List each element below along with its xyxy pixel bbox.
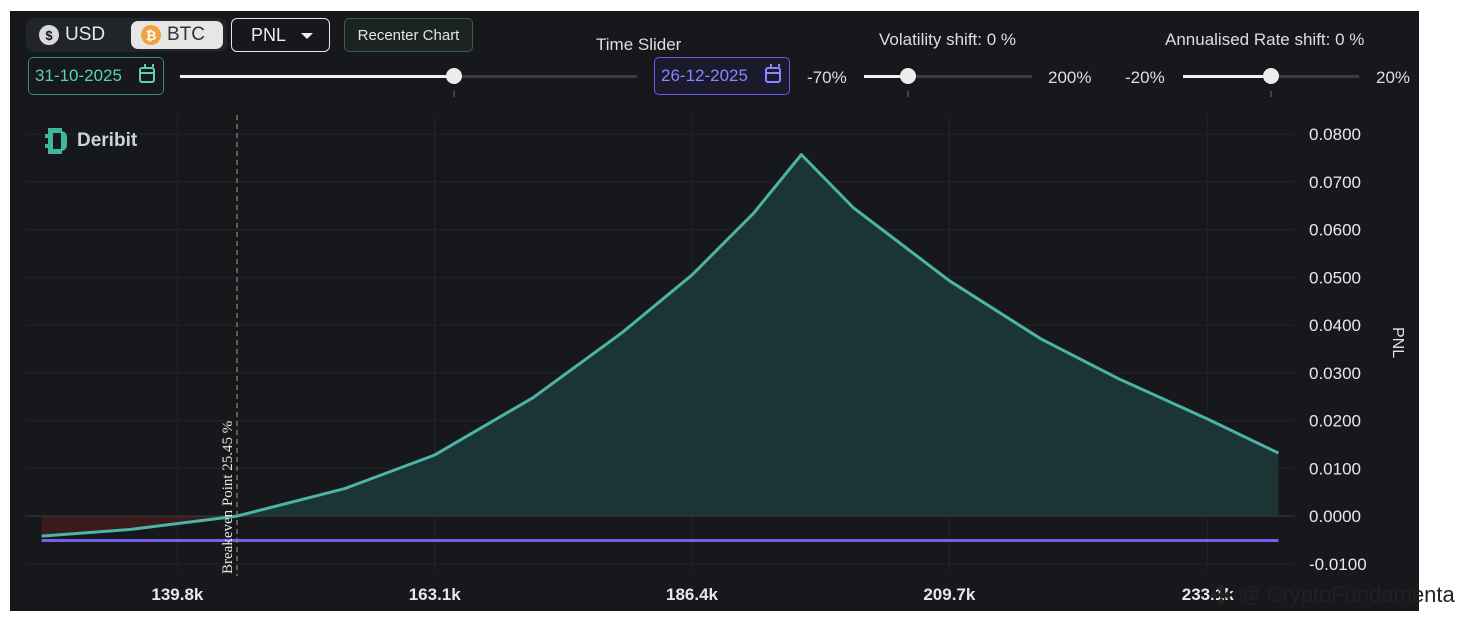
recenter-chart-button[interactable]: Recenter Chart [344, 18, 473, 52]
y-tick-label: 0.0300 [1309, 364, 1361, 383]
pnl-chart[interactable]: Breakeven Point 25.45 % 0.0800 0.0700 0.060… [10, 11, 1419, 611]
options-pnl-app: Breakeven Point 25.45 % 0.0800 0.0700 0.060… [10, 11, 1419, 611]
x-tick-label: 186.4k [666, 585, 719, 604]
y-tick-label: 0.0600 [1309, 221, 1361, 240]
deribit-logo: Deribit [45, 128, 137, 154]
metric-select-value: PNL [251, 24, 287, 45]
time-slider-fill [180, 75, 455, 78]
brand-name: Deribit [77, 130, 138, 151]
watermark: @ CryptoFundamenta [1210, 582, 1455, 608]
chevron-down-icon [301, 33, 313, 39]
volatility-slider-thumb[interactable] [899, 68, 916, 84]
currency-toggle: $ USD ₿ BTC [26, 18, 227, 52]
x-tick-label: 163.1k [409, 585, 462, 604]
dollar-coin-icon: $ [39, 25, 59, 45]
calendar-icon [765, 64, 781, 83]
binance-diamond-icon [1210, 584, 1232, 606]
rate-max-label: 20% [1376, 68, 1411, 87]
y-tick-label: 0.0500 [1309, 268, 1361, 287]
rate-slider-tick [1270, 91, 1272, 97]
calendar-icon [139, 64, 155, 83]
volatility-max-label: 200% [1048, 68, 1092, 87]
deribit-logo-icon [45, 128, 71, 154]
y-tick-label: 0.0700 [1309, 173, 1361, 192]
start-date-field[interactable]: 31-10-2025 [28, 57, 164, 95]
x-tick-label: 209.7k [923, 585, 976, 604]
volatility-slider-fill [864, 75, 908, 78]
btc-toggle[interactable]: ₿ BTC [131, 21, 223, 49]
start-date-value: 31-10-2025 [35, 66, 122, 85]
time-slider-thumb[interactable] [446, 68, 463, 84]
volatility-slider-track[interactable] [864, 75, 1032, 78]
usd-label: USD [65, 24, 106, 45]
y-tick-label: 0.0100 [1309, 459, 1361, 478]
volatility-slider-tick [906, 91, 909, 97]
btc-label: BTC [167, 24, 205, 45]
rate-min-label: -20% [1125, 68, 1165, 87]
y-tick-label: 0.0400 [1309, 316, 1361, 335]
pnl-series-line [41, 153, 1280, 538]
rate-slider-fill [1183, 75, 1271, 78]
rate-shift-label: Annualised Rate shift: 0 % [1165, 30, 1365, 49]
y-tick-label: 0.0000 [1309, 507, 1361, 526]
volatility-min-label: -70% [807, 68, 847, 87]
x-tick-label: 139.8k [151, 585, 204, 604]
y-tick-label: 0.0800 [1309, 125, 1361, 144]
time-slider-label: Time Slider [596, 35, 682, 54]
rate-slider-thumb[interactable] [1263, 68, 1279, 84]
watermark-text: @ CryptoFundamenta [1238, 582, 1455, 607]
end-date-field[interactable]: 26-12-2025 [654, 57, 790, 95]
end-date-value: 26-12-2025 [661, 66, 748, 85]
bitcoin-icon: ₿ [141, 25, 161, 45]
metric-select[interactable]: PNL [231, 18, 330, 52]
y-axis-title: PNL [1389, 327, 1406, 358]
y-tick-label: 0.0200 [1309, 412, 1361, 431]
time-slider-tick [453, 91, 456, 97]
profit-area [237, 154, 1279, 517]
breakeven-label: Breakeven Point 25.45 % [220, 421, 236, 574]
usd-toggle[interactable]: $ USD [29, 21, 115, 49]
volatility-shift-label: Volatility shift: 0 % [879, 30, 1017, 49]
y-tick-label: -0.0100 [1309, 555, 1367, 574]
